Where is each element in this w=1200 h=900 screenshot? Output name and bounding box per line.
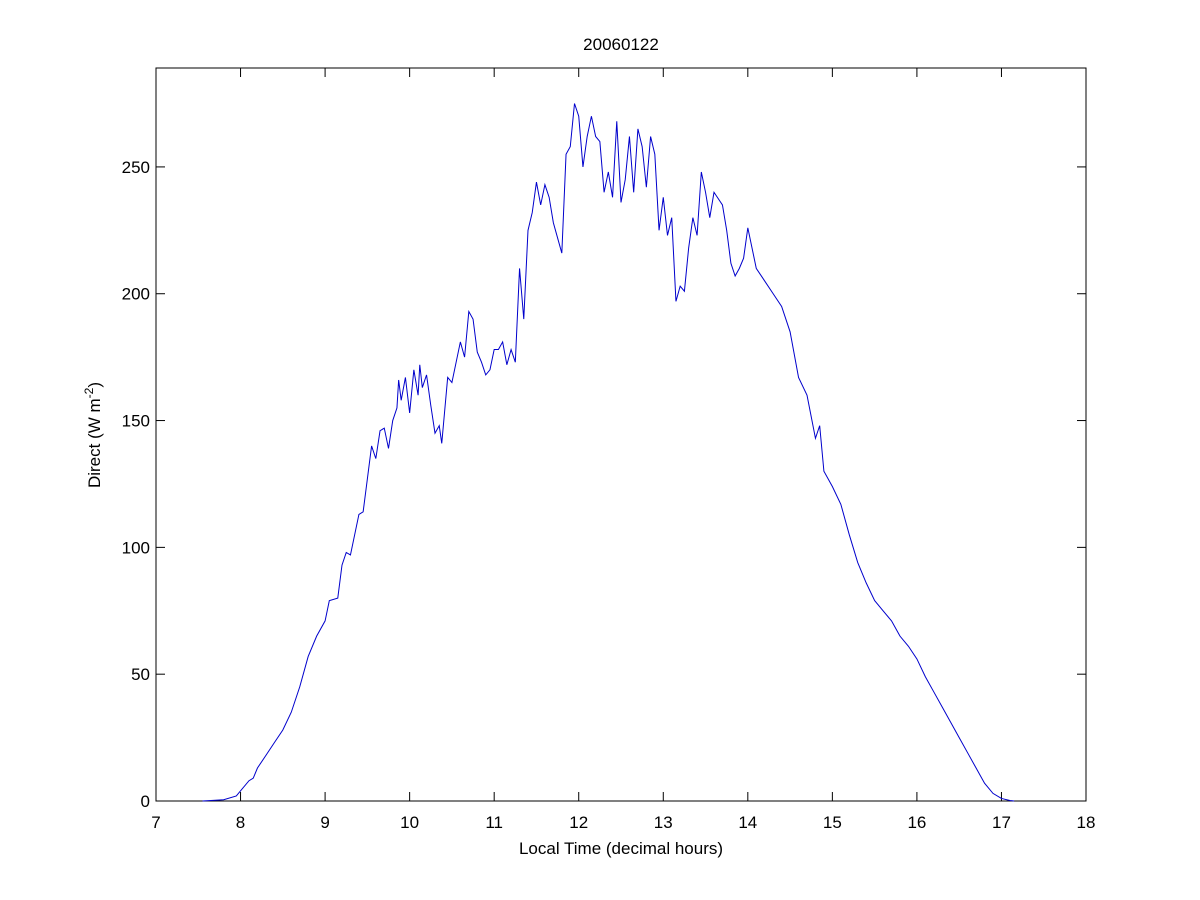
x-tick-label: 12 xyxy=(569,813,588,832)
x-tick-label: 13 xyxy=(654,813,673,832)
y-label-part: ) xyxy=(85,382,104,388)
x-tick-label: 9 xyxy=(320,813,329,832)
y-tick-label: 150 xyxy=(122,412,150,431)
x-tick-label: 18 xyxy=(1077,813,1096,832)
y-label-sup: -2 xyxy=(82,387,96,398)
plot-frame xyxy=(155,67,1087,802)
y-tick-label: 250 xyxy=(122,158,150,177)
x-tick-label: 17 xyxy=(992,813,1011,832)
y-tick-label: 100 xyxy=(122,538,150,557)
x-tick-label: 7 xyxy=(151,813,160,832)
x-tick-label: 16 xyxy=(907,813,926,832)
x-tick-label: 11 xyxy=(485,813,503,832)
y-tick-label: 200 xyxy=(122,285,150,304)
x-axis-label: Local Time (decimal hours) xyxy=(519,839,723,858)
y-label-part: Direct (W m xyxy=(85,398,104,488)
chart-title: 20060122 xyxy=(583,35,659,54)
x-tick-label: 14 xyxy=(738,813,757,832)
x-tick-label: 8 xyxy=(236,813,245,832)
data-line xyxy=(202,103,1015,802)
y-tick-label: 50 xyxy=(131,665,150,684)
x-tick-label: 10 xyxy=(400,813,419,832)
y-tick-label: 0 xyxy=(141,792,150,811)
x-tick-label: 15 xyxy=(823,813,842,832)
y-axis-label: Direct (W m-2) xyxy=(82,382,104,488)
